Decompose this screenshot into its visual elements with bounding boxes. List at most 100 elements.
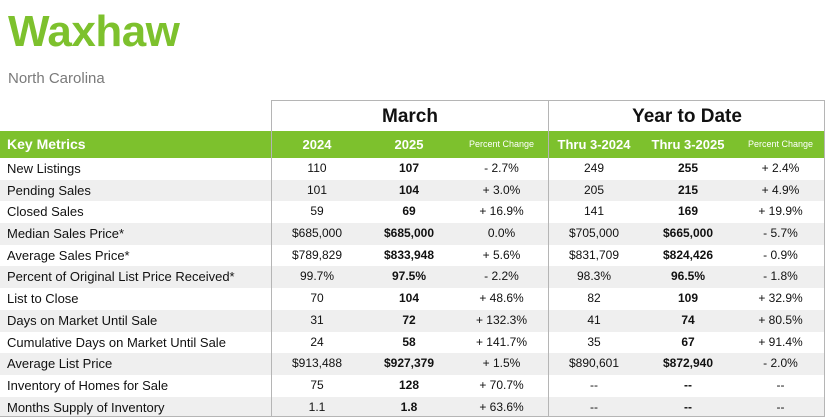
table-row: Pending Sales 101 104 + 3.0% 205 215 + 4.9% xyxy=(0,179,825,202)
metric-label: Average Sales Price* xyxy=(7,247,130,263)
march-percent-change: + 1.5% xyxy=(482,356,521,371)
ytd-2024-value: 249 xyxy=(583,161,605,175)
ytd-percent-change: -- xyxy=(776,399,785,414)
march-percent-change: 0.0% xyxy=(487,226,516,241)
march-percent-change: + 70.7% xyxy=(479,377,524,392)
ytd-2024-value: $831,709 xyxy=(568,247,620,262)
march-2025-value: $927,379 xyxy=(383,356,435,371)
march-2024-value: 101 xyxy=(306,182,328,197)
ytd-percent-change: - 5.7% xyxy=(763,226,798,241)
ytd-percent-change: + 91.4% xyxy=(758,334,803,349)
march-2025-value: 69 xyxy=(402,204,416,219)
ytd-2025-value: -- xyxy=(684,377,692,392)
table-row: List to Close 70 104 + 48.6% 82 109 + 32.9% xyxy=(0,288,825,310)
ytd-2024-value: 98.3% xyxy=(576,269,612,284)
march-2024-value: 75 xyxy=(310,377,324,392)
ytd-2024-value: 35 xyxy=(587,334,601,349)
ytd-percent-change: - 1.8% xyxy=(763,269,798,284)
ytd-2025-value: 215 xyxy=(677,182,699,197)
ytd-2025-value: 74 xyxy=(681,312,695,327)
table-row: Days on Market Until Sale 31 72 + 132.3% 41 7… xyxy=(0,309,825,332)
ytd-percent-change: + 4.9% xyxy=(761,182,800,197)
metric-label: Closed Sales xyxy=(7,204,84,220)
ytd-2024-value: 141 xyxy=(583,204,605,219)
march-2025-value: $685,000 xyxy=(383,226,435,241)
metric-label: Days on Market Until Sale xyxy=(7,312,158,328)
march-percent-change: - 2.2% xyxy=(484,269,519,284)
march-2024-value: 99.7% xyxy=(299,269,335,284)
table-row: Median Sales Price* $685,000 $685,000 0.0% $… xyxy=(0,223,825,245)
march-percent-change: + 5.6% xyxy=(482,247,521,262)
header-ytd-2025: Thru 3-2025 xyxy=(651,137,725,152)
ytd-2024-value: 41 xyxy=(587,312,601,327)
ytd-percent-change: - 2.0% xyxy=(763,356,798,371)
table-header: Key Metrics 2024 2025 Percent Change Thr… xyxy=(0,131,825,158)
ytd-2025-value: 96.5% xyxy=(670,269,706,284)
header-march-percent-change: Percent Change xyxy=(468,139,535,149)
table-row: Inventory of Homes for Sale 75 128 + 70.7% -… xyxy=(0,375,825,397)
header-ytd-2024: Thru 3-2024 xyxy=(557,137,631,152)
metric-label: Average List Price xyxy=(7,356,113,372)
metric-label: Median Sales Price* xyxy=(7,226,125,242)
ytd-2024-value: -- xyxy=(590,399,598,414)
march-2025-value: 128 xyxy=(398,377,420,392)
metric-label: Months Supply of Inventory xyxy=(7,399,165,415)
metric-label: Pending Sales xyxy=(7,182,91,198)
ytd-2025-value: 255 xyxy=(677,161,699,175)
ytd-2024-value: $890,601 xyxy=(568,356,620,371)
march-2024-value: 24 xyxy=(310,334,324,349)
table-row: Average Sales Price* $789,829 $833,948 + 5.… xyxy=(0,245,825,267)
ytd-2025-value: $872,940 xyxy=(662,356,714,371)
march-2025-value: 104 xyxy=(398,291,420,306)
ytd-2025-value: 169 xyxy=(677,204,699,219)
ytd-2025-value: -- xyxy=(684,399,692,414)
table-row: New Listings 110 107 - 2.7% 249 255 + 2.4% xyxy=(0,158,825,180)
ytd-percent-change: + 32.9% xyxy=(758,291,803,306)
ytd-percent-change: -- xyxy=(776,377,785,392)
metric-label: Percent of Original List Price Received* xyxy=(7,269,235,285)
ytd-2025-value: $824,426 xyxy=(662,247,714,262)
divider-line xyxy=(548,100,549,417)
ytd-2024-value: -- xyxy=(590,377,598,392)
ytd-2025-value: $665,000 xyxy=(662,226,714,241)
metrics-table-body: New Listings 110 107 - 2.7% 249 255 + 2.4% Pend… xyxy=(0,158,825,417)
metric-label: Cumulative Days on Market Until Sale xyxy=(7,334,226,350)
table-row: Closed Sales 59 69 + 16.9% 141 169 + 19.9% xyxy=(0,201,825,223)
march-2025-value: 104 xyxy=(398,182,420,197)
table-row: Months Supply of Inventory 1.1 1.8 + 63.6% -… xyxy=(0,396,825,417)
metric-label: Inventory of Homes for Sale xyxy=(7,377,169,393)
march-2024-value: 31 xyxy=(310,312,324,327)
march-2025-value: 107 xyxy=(398,161,420,175)
march-2024-value: $913,488 xyxy=(291,356,343,371)
page-subtitle: North Carolina xyxy=(8,70,105,87)
march-2024-value: $685,000 xyxy=(291,226,343,241)
table-row: Percent of Original List Price Received*… xyxy=(0,266,825,289)
ytd-percent-change: + 2.4% xyxy=(761,161,800,175)
ytd-2024-value: 205 xyxy=(583,182,605,197)
march-2025-value: 97.5% xyxy=(391,269,427,284)
march-percent-change: + 3.0% xyxy=(482,182,521,197)
ytd-percent-change: - 0.9% xyxy=(763,247,798,262)
header-march-2024: 2024 xyxy=(302,137,332,152)
divider-line xyxy=(271,100,272,417)
ytd-2025-value: 67 xyxy=(681,334,695,349)
metric-label: New Listings xyxy=(7,161,81,176)
march-2025-value: 58 xyxy=(402,334,416,349)
march-2024-value: 59 xyxy=(310,204,324,219)
header-march-2025: 2025 xyxy=(394,137,424,152)
ytd-percent-change: + 80.5% xyxy=(758,312,803,327)
group-header-ytd: Year to Date xyxy=(548,100,825,131)
march-percent-change: + 141.7% xyxy=(475,334,528,349)
table-row: Cumulative Days on Market Until Sale 24 58… xyxy=(0,332,825,354)
page-title: Waxhaw xyxy=(8,7,180,56)
metric-label: List to Close xyxy=(7,291,79,307)
march-2024-value: 1.1 xyxy=(308,399,326,414)
table-row: Average List Price $913,488 $927,379 + 1.5%… xyxy=(0,353,825,375)
march-2024-value: $789,829 xyxy=(291,247,343,262)
header-key-metrics: Key Metrics xyxy=(7,136,86,152)
march-2025-value: 1.8 xyxy=(400,399,418,414)
ytd-2025-value: 109 xyxy=(677,291,699,306)
group-header-march: March xyxy=(271,100,548,131)
ytd-percent-change: + 19.9% xyxy=(758,204,803,219)
ytd-2024-value: 82 xyxy=(587,291,601,306)
